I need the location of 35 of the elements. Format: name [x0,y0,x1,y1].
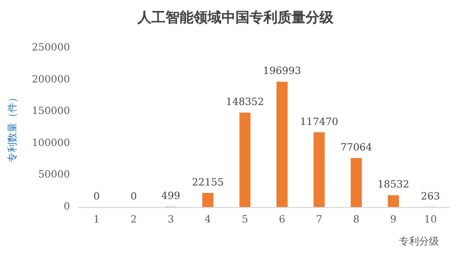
data-label: 0 [130,192,137,202]
y-tick-label: 50000 [38,170,70,181]
x-tick-label: 1 [93,214,100,226]
bar [202,192,214,207]
data-label: 117470 [300,116,338,128]
x-tick-label: 9 [390,214,397,226]
data-label: 196993 [262,66,302,78]
bar [314,132,325,207]
x-tick-label: 6 [278,214,286,226]
data-label: 0 [93,192,100,202]
x-tick-label: 2 [130,214,137,226]
x-tick-label: 10 [424,214,437,226]
bar [239,112,251,207]
x-tick-label: 3 [168,214,174,226]
y-axis-title: 专利数量（件） [6,92,18,162]
x-tick-label: 8 [353,214,360,226]
y-tick-label: 100000 [32,138,70,149]
data-label: 18532 [377,180,410,191]
data-label: 263 [420,191,440,202]
data-label: 77064 [340,142,372,154]
data-label: 22155 [192,177,224,188]
y-tick-label: 0 [64,202,70,212]
x-tick-label: 7 [316,214,322,226]
data-label: 148352 [226,97,264,108]
x-tick-label: 5 [242,214,248,226]
y-tick-label: 250000 [32,42,70,54]
bar [350,158,362,207]
y-tick-label: 150000 [32,106,70,118]
data-label: 499 [161,191,180,202]
y-tick-label: 200000 [32,74,70,86]
x-axis-title: 专利分级 [399,236,439,248]
bar [276,82,288,207]
x-tick-label: 4 [204,214,212,226]
bar [388,195,399,207]
chart-title: 人工智能领域中国专利质量分级 [136,9,334,26]
